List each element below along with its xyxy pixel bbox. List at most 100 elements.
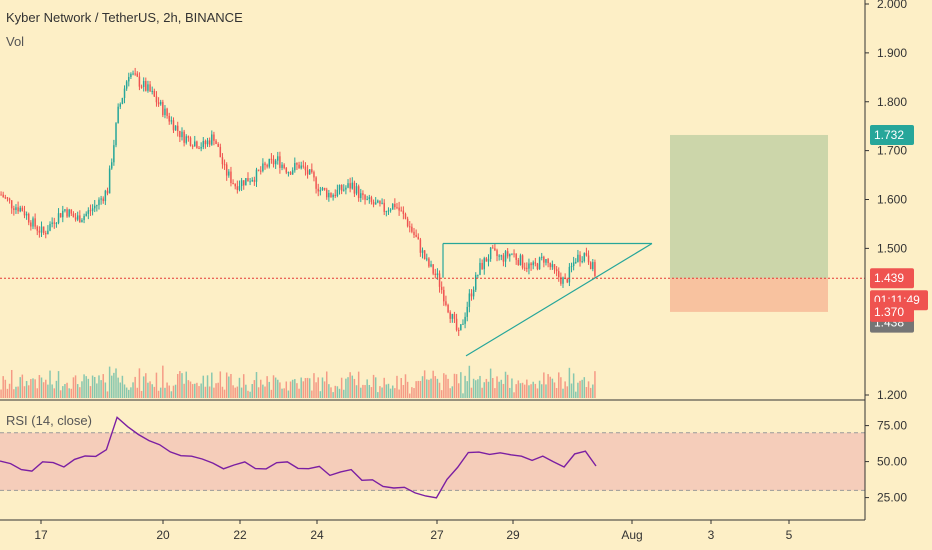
candle-body xyxy=(391,203,394,210)
volume-bar xyxy=(494,388,496,398)
volume-bar xyxy=(2,376,4,398)
candle-body xyxy=(15,207,17,210)
volume-bar xyxy=(579,380,581,398)
volume-bar xyxy=(17,386,19,398)
candle-body xyxy=(345,187,347,190)
candle-body xyxy=(383,202,385,212)
volume-bar xyxy=(236,386,239,398)
candle-body xyxy=(166,108,168,116)
candle-body xyxy=(319,190,322,192)
candle-body xyxy=(577,254,579,262)
volume-bar xyxy=(417,380,420,398)
volume-bar xyxy=(281,388,283,398)
volume-bar xyxy=(55,380,58,398)
candle-body xyxy=(225,164,228,176)
candle-body xyxy=(268,158,271,167)
stop-loss-zone[interactable] xyxy=(670,278,828,312)
volume-bar xyxy=(532,381,534,398)
candle-body xyxy=(153,90,156,97)
candle-body xyxy=(4,197,7,199)
volume-bar xyxy=(453,373,456,398)
candle-body xyxy=(389,209,392,211)
candle-body xyxy=(360,193,362,199)
volume-bar xyxy=(589,387,592,398)
ascending-triangle-pattern[interactable] xyxy=(442,242,653,357)
candle-body xyxy=(257,169,260,171)
candle-body xyxy=(398,207,400,211)
candle-body xyxy=(121,97,124,104)
rsi-axis[interactable]: 75.00 50.00 25.00 xyxy=(865,419,907,505)
volume-bar xyxy=(451,386,454,398)
candle-body xyxy=(47,230,49,235)
candle-body xyxy=(498,255,500,257)
candle-body xyxy=(379,200,381,204)
candle-body xyxy=(457,330,460,332)
candle-body xyxy=(108,168,111,194)
candle-body xyxy=(487,258,490,262)
volume-bar xyxy=(268,381,271,398)
volume-bar xyxy=(93,376,96,398)
volume-bar xyxy=(142,376,145,398)
candle-body xyxy=(513,253,515,255)
candle-body xyxy=(245,178,247,186)
volume-bar xyxy=(223,389,226,398)
candle-body xyxy=(434,273,437,276)
volume-bar xyxy=(119,382,122,398)
candle-body xyxy=(581,261,583,263)
volume-bar xyxy=(534,383,537,398)
volume-bar xyxy=(247,390,249,398)
candle-body xyxy=(347,183,349,188)
volume-bar xyxy=(332,392,334,398)
candle-body xyxy=(419,239,422,253)
candle-body xyxy=(447,304,449,313)
candle-body xyxy=(298,164,300,169)
candle-body xyxy=(300,165,302,169)
volume-bar xyxy=(404,374,407,398)
price-axis[interactable]: 2.000 1.900 1.800 1.700 1.600 1.500 1.200 xyxy=(865,0,907,402)
volume-bar xyxy=(238,377,241,398)
candle-body xyxy=(270,158,273,160)
candle-body xyxy=(357,186,360,199)
volume-bar xyxy=(170,391,173,398)
volume-bar xyxy=(587,381,590,398)
volume-bar xyxy=(70,388,73,398)
candle-body xyxy=(394,203,396,208)
volume-bar xyxy=(13,389,15,398)
candle-body xyxy=(402,210,405,214)
candle-body xyxy=(64,209,66,211)
volume-bar xyxy=(377,392,379,398)
time-axis[interactable]: 17 20 22 24 27 29 Aug 3 5 xyxy=(34,520,793,542)
volume-bar xyxy=(85,376,87,398)
candle-body xyxy=(196,141,198,148)
volume-bar xyxy=(36,388,38,398)
volume-bar xyxy=(270,389,273,398)
volume-bar xyxy=(15,386,17,398)
price-tick-label: 1.800 xyxy=(877,95,907,109)
candle-body xyxy=(81,219,83,223)
candle-body xyxy=(149,84,151,92)
volume-bar xyxy=(585,387,588,398)
candle-body xyxy=(8,198,11,201)
candle-body xyxy=(249,181,251,183)
candle-body xyxy=(328,192,330,198)
candle-body xyxy=(179,130,181,138)
volume-bar xyxy=(196,382,198,398)
volume-bar xyxy=(283,388,285,398)
volume-bar xyxy=(125,387,128,398)
volume-bar xyxy=(306,377,309,398)
volume-bar xyxy=(174,384,177,398)
volume-bar xyxy=(217,382,219,398)
price-tick-label: 1.200 xyxy=(877,388,907,402)
candle-body xyxy=(445,301,447,305)
volume-bar xyxy=(300,377,302,398)
volume-bar xyxy=(228,376,230,398)
candle-body xyxy=(191,145,194,147)
volume-bar xyxy=(76,384,79,398)
candle-body xyxy=(194,141,196,147)
candle-body xyxy=(2,194,4,198)
take-profit-zone[interactable] xyxy=(670,134,828,279)
volume-bar xyxy=(385,384,388,398)
candle-body xyxy=(72,213,75,218)
volume-bar xyxy=(72,377,75,398)
